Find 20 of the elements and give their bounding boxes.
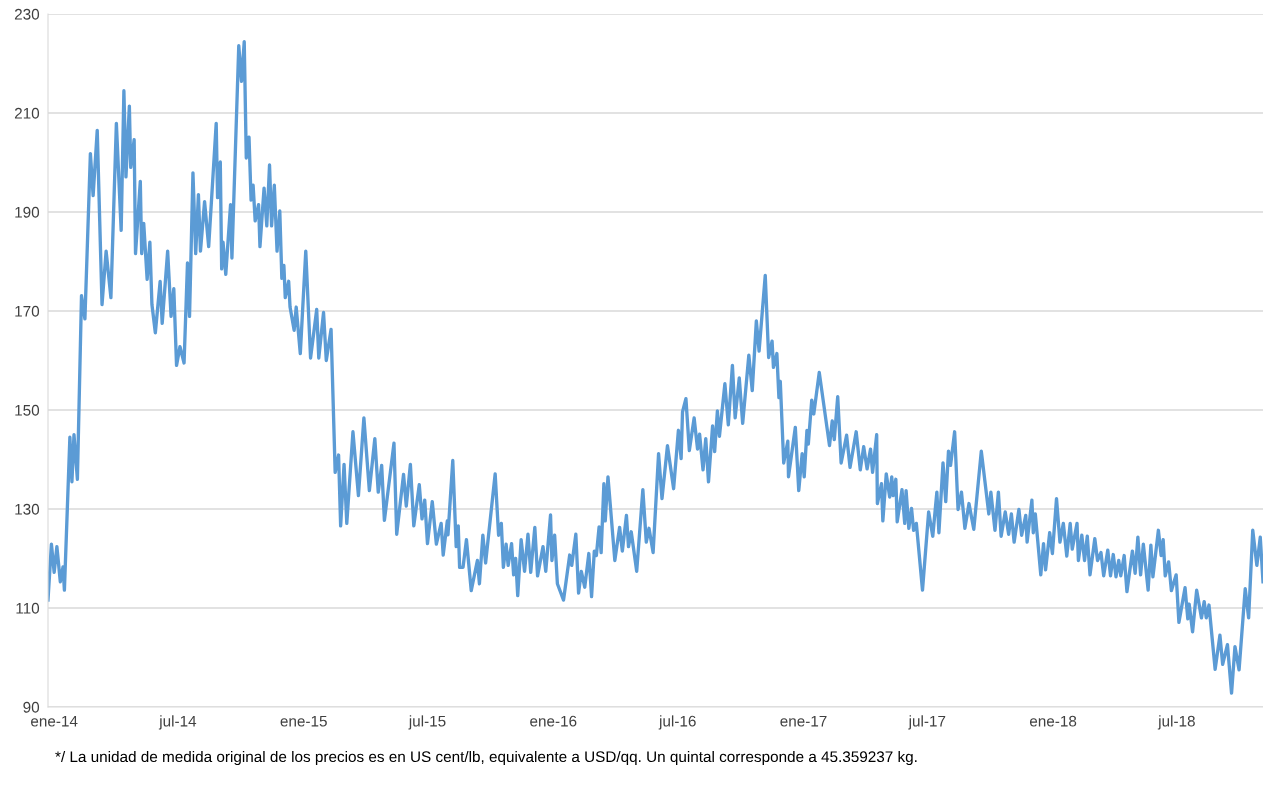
x-tick-label: ene-14 [31, 715, 78, 727]
x-tick-label: jul-17 [908, 715, 946, 730]
x-tick-label: ene-16 [530, 715, 577, 727]
y-tick-label: 190 [15, 206, 40, 218]
y-tick-label: 230 [14, 8, 40, 20]
x-tick-label: ene-15 [280, 715, 327, 727]
y-tick-label: 170 [15, 305, 40, 317]
x-tick-label: jul-18 [1157, 715, 1195, 730]
x-tick-label: jul-15 [408, 715, 446, 730]
y-tick-label: 130 [15, 503, 40, 515]
text: */ La unidad de medida original de los precios es en US cent/lb, equivalente a USD/qq. Un quintal corresponde a 45.359237 kg. [55, 750, 917, 766]
x-tick-label: jul-16 [658, 715, 696, 730]
line-series [48, 40, 1263, 695]
x-tick-label: jul-14 [158, 715, 197, 730]
x-tick-label: ene-17 [780, 715, 827, 727]
y-tick-label: 90 [23, 701, 40, 713]
y-tick-label: 110 [16, 602, 40, 614]
x-tick-label: ene-18 [1029, 715, 1077, 727]
y-tick-label: 210 [14, 107, 40, 119]
y-tick-label: 150 [15, 404, 40, 416]
